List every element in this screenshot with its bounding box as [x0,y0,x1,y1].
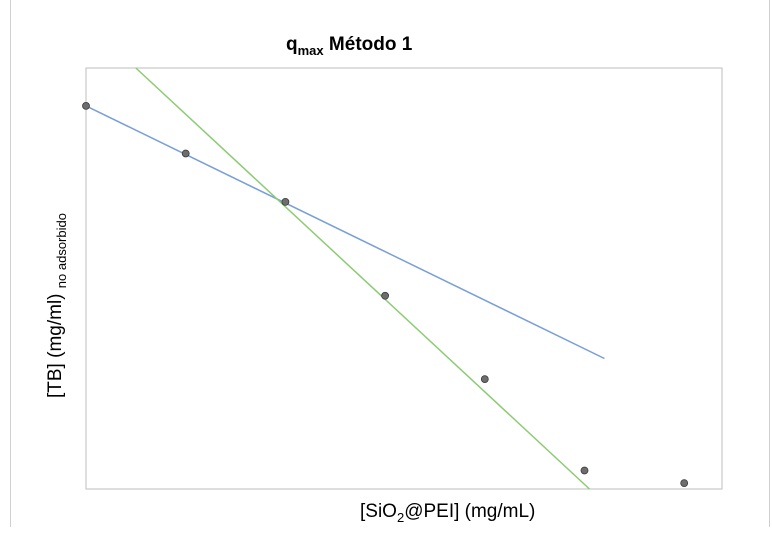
plot-area [85,67,723,490]
trend-lines [85,67,605,490]
trend-line-2 [135,67,590,490]
data-point-1 [82,101,90,110]
y-axis-label: [TB] (mg/ml) no adsorbido [45,213,69,398]
trend-line-1 [85,105,605,360]
data-point-2 [181,149,190,158]
data-point-4 [381,291,390,300]
data-point-5 [480,375,489,384]
data-point-7 [680,479,689,488]
x-axis-label: [SiO2@PEI] (mg/mL) [360,501,535,525]
data-point-6 [580,466,589,475]
data-point-3 [281,197,290,206]
chart-title: qmax Método 1 [286,34,413,58]
chart-frame [10,0,770,527]
data-points [82,101,689,488]
